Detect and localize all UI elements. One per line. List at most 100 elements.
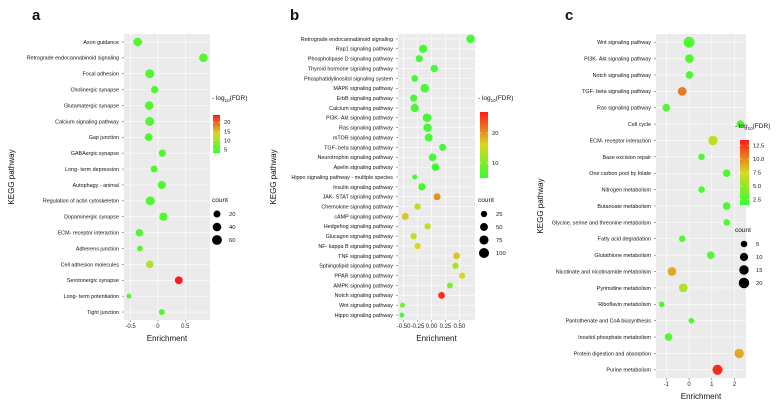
size-legend-label: 100 [496, 251, 506, 257]
pathway-label-pi3k-akt-signaling-pathway: PI3K- Akt signaling pathway [584, 56, 651, 62]
pathway-label-notch-signaling-pathway: Notch signaling pathway [335, 293, 394, 299]
pathway-label-focal-adhesion: Focal adhesion [82, 72, 119, 78]
point-retrograde-endocannabinoid-signaling [466, 34, 475, 44]
pathway-label-retrograde-endocannabinoid-signaling: Retrograde endocannabinoid signaling [27, 56, 119, 62]
size-legend-label: 20 [756, 281, 762, 287]
x-tick-label: -1 [664, 382, 670, 388]
point-hippo-signaling-pathway-multiple-species [412, 174, 418, 180]
pathway-label-calcium-signaling-pathway: Calcium signaling pathway [55, 119, 119, 125]
pathway-label-glycine-serine-and-threonine-metabolism: Glycine, serine and threonine metabolism [552, 220, 652, 226]
colorbar [213, 115, 220, 153]
pathway-label-mapk-signaling-pathway: MAPK signaling pathway [333, 86, 393, 92]
pathway-label-regulation-of-actin-cytoskeleton: Regulation of actin cytoskeleton [43, 199, 119, 205]
colorbar-tick-label: 10 [492, 161, 498, 167]
pathway-label-ecm-receptor-interaction: ECM- receptor interaction [58, 231, 119, 237]
x-tick-label: 1 [710, 382, 714, 388]
point-ras-signaling-pathway [423, 123, 432, 132]
pathway-label-glutamatergic-synapse: Glutamatergic synapse [64, 103, 119, 109]
pathway-label-pantothenate-and-coa-biosynthesis: Pantothenate and CoA biosynthesis [566, 319, 652, 325]
pathway-label-axon-guidance: Axon guidance [83, 40, 119, 46]
pathway-label-nf-kappa-b-signaling-pathway: NF- kappa B signaling pathway [318, 244, 393, 250]
pathway-label-camp-signaling-pathway: cAMP signaling pathway [334, 214, 393, 220]
point-regulation-of-actin-cytoskeleton [145, 196, 155, 206]
pathway-label-hedgehog-signaling-pathway: Hedgehog signaling pathway [324, 224, 394, 230]
point-cell-cycle [736, 120, 745, 128]
point-dopaminergic-synapse [159, 212, 168, 221]
pathway-label-wnt-signaling-pathway: Wnt signaling pathway [597, 40, 651, 46]
point-pantothenate-and-coa-biosynthesis [688, 317, 695, 324]
colorbar-tick-label: 7.5 [753, 171, 761, 177]
panel-letter: a [32, 7, 41, 24]
size-legend-label: 15 [756, 268, 762, 274]
point-autophagy-animal [157, 180, 166, 190]
pathway-label-base-excision-repair: Base excision repair [602, 155, 651, 161]
x-tick-label: 2 [733, 382, 737, 388]
point-purine-metabolism [712, 364, 723, 375]
point-long-term-potentiation [126, 293, 132, 299]
panel-letter: c [565, 7, 573, 24]
point-butanoate-metabolism [722, 202, 731, 210]
colorbar [740, 140, 749, 205]
pathway-label-jak-stat-signaling-pathway: JAK- STAT signaling pathway [323, 195, 394, 201]
size-legend-label: 10 [756, 255, 762, 261]
pathway-label-phospholipase-d-signaling-pathway: Phospholipase D signaling pathway [308, 57, 393, 63]
x-axis-title: Enrichment [416, 334, 457, 343]
x-tick-label: -0.25 [411, 324, 425, 330]
size-legend-label: 50 [496, 225, 502, 231]
pathway-label-rap1-signaling-pathway: Rap1 signaling pathway [336, 47, 394, 53]
point-cell-adhesion-molecules [146, 260, 154, 269]
size-legend-label: 75 [496, 238, 502, 244]
pathway-label-tgf-beta-signaling-pathway: TGF- beta signaling pathway [582, 89, 651, 95]
colorbar-tick-label: 5.0 [753, 184, 761, 190]
size-legend-label: 20 [229, 212, 235, 218]
point-tnf-signaling-pathway [453, 252, 460, 260]
point-nicotinate-and-nicotinamide-metabolism [667, 267, 677, 276]
point-calcium-signaling-pathway [145, 116, 155, 126]
colorbar-title: - log10(FDR) [212, 95, 247, 103]
size-legend-dot [739, 252, 749, 262]
point-insulin-signaling-pathway [418, 183, 426, 191]
pathway-label-mtor-signaling-pathway: mTOR signaling pathway [333, 135, 393, 141]
point-adherens-junction [136, 245, 143, 252]
pathway-label-glutathione-metabolism: Glutathione metabolism [594, 253, 651, 259]
pathway-label-retrograde-endocannabinoid-signaling: Retrograde endocannabinoid signaling [301, 37, 393, 43]
x-axis-title: Enrichment [681, 392, 722, 401]
point-fatty-acid-degradation [678, 235, 686, 243]
pathway-label-pyrimidine-metabolism: Pyrimidine metabolism [597, 286, 652, 292]
point-phosphatidylinositol-signaling-system [411, 75, 419, 82]
x-tick-label: 0.00 [426, 324, 438, 330]
pathway-label-erbb-signaling-pathway: ErbB signaling pathway [337, 96, 394, 102]
pathway-label-dopaminergic-synapse: Dopaminergic synapse [64, 215, 119, 221]
point-ras-signaling-pathway [662, 103, 671, 112]
plot-background [124, 34, 210, 320]
x-tick-label: 0 [687, 382, 691, 388]
pathway-label-gap-junction: Gap junction [89, 135, 119, 141]
point-pi3k-akt-signaling-pathway [685, 54, 694, 63]
point-chemokine-signaling-pathway [414, 203, 421, 210]
point-notch-signaling-pathway [438, 291, 445, 299]
point-long-term-depression [150, 165, 158, 173]
point-axon-guidance [133, 37, 143, 47]
point-mtor-signaling-pathway [424, 133, 433, 142]
pathway-label-cholinergic-synapse: Cholinergic synapse [70, 88, 119, 94]
size-legend-dot [212, 235, 222, 245]
point-sphingolipid-signaling-pathway [452, 262, 459, 269]
pathway-label-inositol-phosphate-metabolism: Inositol phosphate metabolism [578, 335, 651, 341]
colorbar-tick-label: 12.5 [753, 143, 764, 149]
point-gap-junction [144, 133, 153, 142]
colorbar-tick-label: 15 [224, 129, 230, 135]
x-axis-title: Enrichment [147, 334, 188, 343]
point-glucagon-signaling-pathway [410, 233, 417, 240]
size-legend-label: 5 [756, 242, 759, 248]
point-serotonergic-synapse [174, 276, 183, 285]
pathway-label-notch-signaling-pathway: Notch signaling pathway [593, 73, 652, 79]
size-legend-dot [480, 210, 488, 218]
point-gabaergic-synapse [158, 149, 167, 157]
y-axis-title: KEGG pathway [536, 178, 545, 233]
pathway-label-calcium-signaling-pathway: Calcium signaling pathway [329, 106, 393, 112]
pathway-label-cell-cycle: Cell cycle [628, 122, 651, 128]
size-legend-dot [213, 210, 221, 218]
panel-b-dotplot: b Retrograde endocannabinoid signaling Rap… [269, 7, 513, 343]
point-phospholipase-d-signaling-pathway [415, 55, 423, 63]
point-wnt-signaling-pathway [399, 302, 405, 308]
